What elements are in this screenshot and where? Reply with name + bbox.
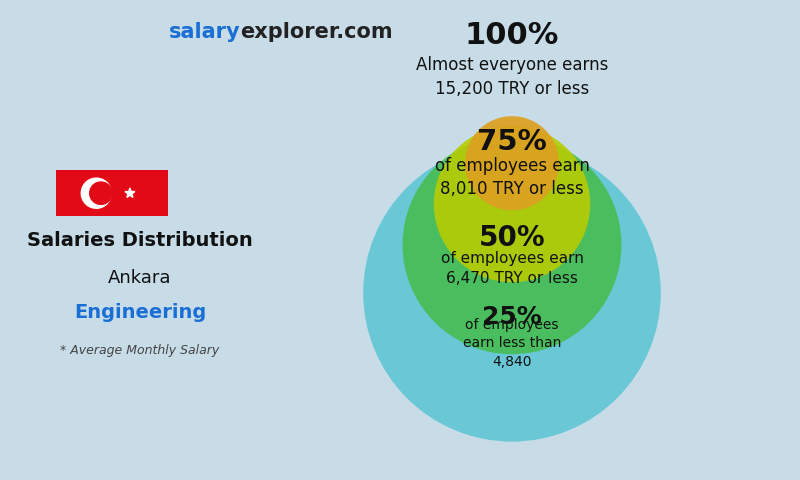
- Ellipse shape: [434, 126, 590, 282]
- Polygon shape: [125, 188, 135, 197]
- Text: 75%: 75%: [477, 128, 547, 156]
- Text: Ankara: Ankara: [108, 269, 172, 288]
- Ellipse shape: [363, 144, 661, 442]
- Text: of employees earn
6,470 TRY or less: of employees earn 6,470 TRY or less: [441, 252, 583, 286]
- Polygon shape: [82, 178, 111, 208]
- Text: * Average Monthly Salary: * Average Monthly Salary: [60, 344, 220, 357]
- Text: of employees earn
8,010 TRY or less: of employees earn 8,010 TRY or less: [434, 157, 590, 198]
- Text: 100%: 100%: [465, 22, 559, 50]
- Text: 50%: 50%: [478, 224, 546, 252]
- Text: Engineering: Engineering: [74, 302, 206, 322]
- Text: salary: salary: [168, 22, 240, 42]
- Ellipse shape: [402, 135, 622, 354]
- Text: Almost everyone earns
15,200 TRY or less: Almost everyone earns 15,200 TRY or less: [416, 56, 608, 97]
- Polygon shape: [90, 182, 112, 204]
- Text: explorer.com: explorer.com: [240, 22, 393, 42]
- Bar: [56, 170, 168, 216]
- Text: of employees
earn less than
4,840: of employees earn less than 4,840: [463, 318, 561, 369]
- Ellipse shape: [465, 116, 559, 210]
- Text: 25%: 25%: [482, 305, 542, 329]
- Text: Salaries Distribution: Salaries Distribution: [27, 230, 253, 250]
